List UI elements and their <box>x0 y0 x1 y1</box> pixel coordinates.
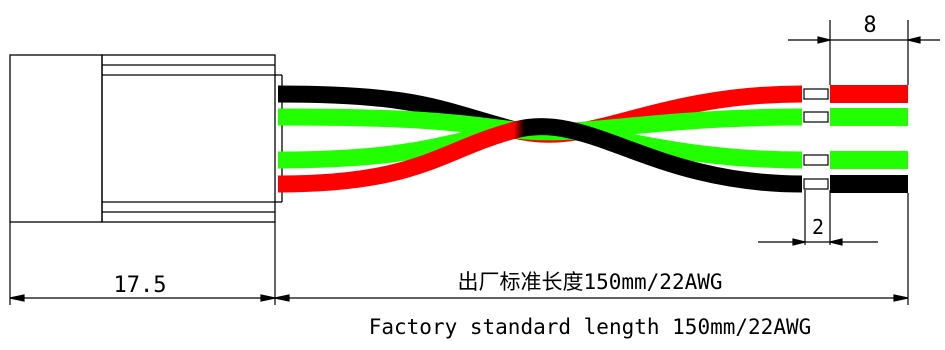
connector-housing <box>9 54 283 223</box>
tin-length-label: 2 <box>812 215 824 239</box>
wire-ends <box>830 85 908 193</box>
wire-end-2 <box>830 108 908 126</box>
dimension-connector-length: 17.5 <box>9 222 276 305</box>
dimension-wire-length: 出厂标准长度150mm/22AWG Factory standard lengt… <box>274 193 909 339</box>
tinned-sections <box>803 88 829 190</box>
dimension-tin-length: 2 <box>758 190 878 246</box>
connector-length-label: 17.5 <box>114 273 167 298</box>
wire-bundle <box>277 85 803 193</box>
wire-end-3 <box>830 151 908 169</box>
label-cn: 出厂标准长度150mm/22AWG <box>457 270 722 294</box>
strip-length-label: 8 <box>863 13 876 38</box>
wire-4 <box>277 118 803 193</box>
wire-end-4 <box>830 175 908 193</box>
dimension-strip-length: 8 <box>788 13 940 85</box>
wire-end-1 <box>830 85 908 103</box>
label-en: Factory standard length 150mm/22AWG <box>369 315 812 339</box>
